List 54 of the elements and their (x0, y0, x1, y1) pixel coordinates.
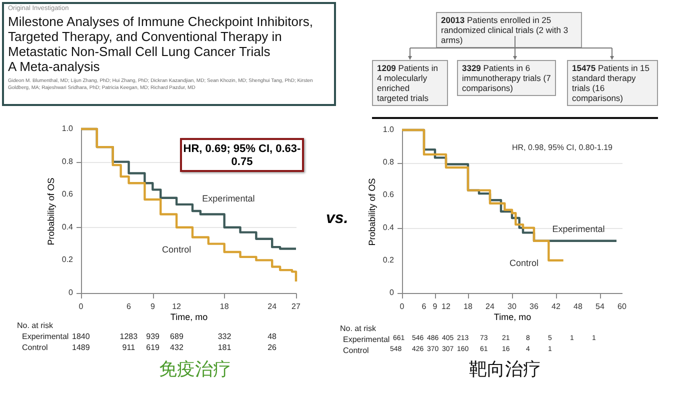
text: Control 1489 911 619 432 181 26 (22, 343, 277, 352)
y-tick-label: 0.4 (382, 222, 395, 232)
annotation: HR, 0.69; 95% CI, 0.63-0.75 (180, 138, 304, 172)
x-tick-label: 6 (422, 302, 427, 311)
x-tick-label: 6 (126, 302, 132, 311)
x-tick-label: 42 (552, 302, 561, 311)
y-tick-label: 0.6 (62, 190, 74, 199)
x-tick-label: 0 (78, 302, 84, 311)
y-axis-title: Probability of OS (367, 178, 377, 246)
y-tick-label: 1.0 (62, 124, 74, 133)
x-tick-label: 27 (292, 302, 301, 311)
text: No. at risk (17, 321, 54, 330)
x-axis-title: Time, mo (494, 312, 532, 322)
y-axis-title: Probability of OS (46, 178, 56, 246)
y-tick-label: 0.2 (62, 255, 74, 264)
series-label: Control (509, 258, 539, 268)
y-tick-label: 0.2 (382, 255, 395, 264)
x-tick-label: 12 (172, 302, 182, 311)
text: No. at risk (340, 324, 376, 333)
y-tick-label: 0 (390, 288, 395, 297)
x-tick-label: 9 (432, 302, 438, 311)
chart-title: Milestone Analyses of Immune Checkpoint Inhibitors, Targeted Therapy, and Conventional Therapy in Metastatic Non-Small Cell Lung Cancer Trials (8, 14, 314, 59)
x-tick-label: 60 (618, 302, 627, 311)
y-tick-label: 0.4 (62, 222, 74, 232)
text: Experimental 1840 1283 939 689 332 48 (22, 332, 277, 341)
text: 免疫治疗 (158, 358, 232, 381)
text: 15475 Patients in 15 standard therapy trials (16 comparisons) (567, 60, 658, 106)
series-label: Experimental (552, 224, 605, 234)
chart-subtitle: A Meta-analysis (8, 59, 101, 74)
y-tick-label: 1.0 (382, 125, 395, 134)
series-label: Experimental (202, 193, 255, 204)
x-tick-label: 24 (486, 302, 495, 311)
text: 靶向治疗 (468, 358, 542, 381)
annotation: HR, 0.98, 95% CI, 0.80-1.19 (512, 143, 612, 152)
series-label: Control (162, 244, 192, 254)
y-tick-label: 0.6 (382, 190, 395, 200)
y-tick-label: 0.8 (382, 158, 395, 167)
x-tick-label: 12 (442, 302, 451, 311)
x-tick-label: 36 (530, 302, 539, 311)
x-tick-label: 48 (574, 302, 583, 311)
x-tick-label: 54 (596, 302, 605, 311)
text: 3329 Patients in 6 immunotherapy trials (7 comparisons) (457, 60, 556, 96)
x-tick-label: 18 (220, 302, 230, 311)
x-tick-label: 18 (464, 302, 473, 311)
text: 20013 Patients enrolled in 25 randomized clinical trials (2 with 3 arms) (436, 12, 582, 48)
x-tick-label: 9 (150, 302, 156, 311)
x-tick-label: 30 (508, 302, 517, 311)
x-axis-title: Time, mo (170, 312, 208, 322)
y-tick-label: 0 (68, 288, 74, 297)
x-tick-label: 0 (400, 302, 405, 311)
text: vs. (326, 210, 348, 228)
text: 1209 Patients in 4 molecularly enriched targeted trials (372, 60, 448, 106)
x-tick-label: 24 (268, 302, 278, 311)
y-tick-label: 0.8 (62, 156, 74, 166)
